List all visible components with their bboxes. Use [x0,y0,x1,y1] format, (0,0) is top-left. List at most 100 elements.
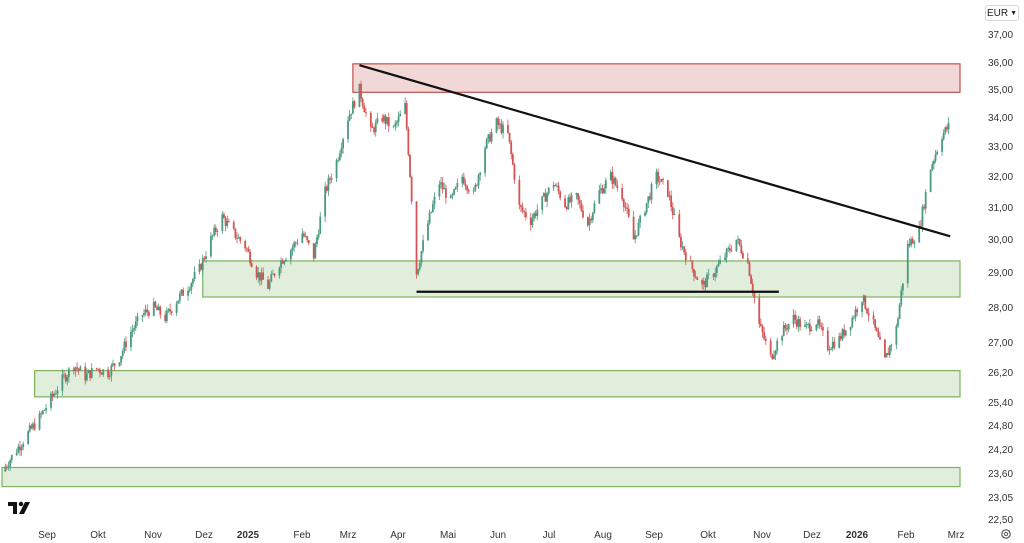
candle [77,367,80,375]
candle [178,290,181,304]
candle [763,326,766,341]
candle [746,252,749,264]
candle [555,182,558,188]
candle [895,323,898,350]
candle [797,315,800,332]
candle [85,368,88,382]
candle [50,391,52,411]
candle [340,142,343,158]
candle [177,300,180,304]
candle [169,303,171,315]
candle [497,115,500,130]
resistance-zone-1[interactable] [352,63,961,93]
candle [192,277,194,288]
candle [862,294,865,306]
candle [598,184,601,205]
candle [20,444,23,456]
y-tick-label: 32,00 [988,172,1013,183]
candle [200,262,203,271]
candle [941,136,943,156]
candle [696,276,699,281]
candle [84,362,87,385]
candle [735,239,738,252]
candle [521,202,524,214]
candle [541,196,544,215]
tradingview-logo[interactable] [8,500,34,516]
candle [704,277,707,293]
candle [270,270,273,283]
candle [382,113,385,124]
candle [224,215,227,232]
candle [815,324,818,332]
candle [234,228,237,240]
candle [826,326,829,352]
candle [147,309,150,319]
candle [714,267,717,282]
candle [289,248,292,265]
candle [405,100,408,131]
y-tick-label: 37,00 [988,30,1013,41]
candle [371,122,374,129]
x-tick-label: Feb [897,530,915,541]
candle [296,239,299,246]
candle [213,224,216,238]
candle [64,373,67,384]
candle [947,117,950,135]
candle [325,184,328,194]
candle [877,327,880,338]
candle [931,161,934,172]
candle [666,180,669,198]
candle [170,310,173,316]
candle [461,173,464,188]
candle [10,454,13,464]
support-zone-4[interactable] [1,466,961,488]
gear-icon[interactable] [999,527,1013,541]
candle [887,347,890,355]
candle [534,210,537,219]
candle [849,326,852,336]
x-axis[interactable]: Sep Okt Nov Dez 2025 Feb Mrz Apr Mai Jun Jul Aug Sep… [38,530,964,541]
candle [872,311,875,325]
candle [66,374,69,386]
trendline-line[interactable] [359,64,951,238]
support-zone-3[interactable] [34,370,961,398]
candle [474,182,477,193]
candle [440,177,442,189]
candle [632,211,635,240]
candle [668,191,671,201]
candle [740,240,743,255]
currency-selector-button[interactable]: EUR ▼ [985,5,1019,21]
candle [944,126,947,135]
candle [557,181,560,195]
candle [53,391,56,398]
candle [839,332,842,342]
y-axis[interactable]: 37,00 36,00 35,00 34,00 33,00 32,00 31,00 30,00… [988,30,1013,526]
candle [580,200,583,212]
candle [523,210,526,218]
candle [787,323,790,333]
candle [451,192,454,200]
candle [673,208,676,216]
x-tick-label: Nov [144,530,162,541]
candle [262,267,265,280]
x-tick-label: Feb [293,530,311,541]
candle [399,110,402,117]
candle [17,443,20,454]
candle [361,97,364,109]
candle [751,278,754,296]
candle [730,245,733,253]
candle [462,172,465,185]
candle [485,137,488,150]
candle [130,326,132,352]
candle [774,349,777,361]
candle [614,176,617,187]
candle [112,359,114,367]
candle [221,211,224,235]
candle [121,348,124,360]
candle [205,250,207,263]
candle [569,193,571,204]
candle [369,111,372,132]
y-tick-label: 34,00 [988,113,1013,124]
candle [808,319,811,336]
